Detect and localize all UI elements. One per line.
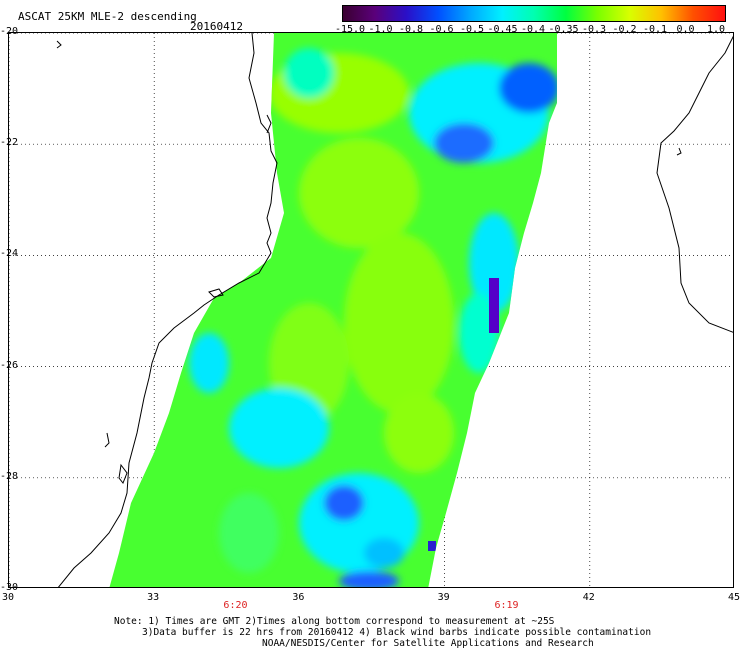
latitude-label: -24	[0, 248, 19, 260]
colorbar-tick-label: -0.45	[487, 24, 518, 35]
colorbar-tick-label: -15.0	[334, 24, 366, 35]
latitude-label: -30	[0, 582, 19, 593]
note-line-2: 3)Data buffer is 22 hrs from 20160412 4)…	[142, 627, 652, 638]
longitude-label: 42	[582, 592, 595, 603]
latitude-label: -26	[0, 359, 19, 371]
latitude-label: -28	[0, 470, 19, 482]
colorbar-tick-label: -1.0	[368, 24, 393, 35]
wind-swath	[109, 33, 557, 587]
colorbar-tick-label: -0.4	[520, 24, 546, 35]
longitude-label: 30	[1, 592, 15, 603]
colorbar-tick-label: -0.5	[459, 24, 485, 35]
latitude-label: -20	[0, 26, 19, 37]
coastline	[56, 33, 733, 587]
colorbar-tick-label: 0.0	[676, 24, 695, 35]
colorbar-tick-label: -0.3	[581, 24, 607, 35]
time-label: 6:19	[494, 600, 519, 611]
map-panel	[8, 32, 734, 588]
note-line-3: NOAA/NESDIS/Center for Satellite Applica…	[262, 638, 594, 649]
colorbar-tick-label: -0.6	[429, 24, 454, 35]
colorbar-tick-label: -0.8	[398, 24, 424, 35]
colorbar-tick-label: -0.1	[642, 24, 668, 35]
colorbar	[342, 5, 726, 22]
latitude-label: -22	[0, 137, 19, 149]
colorbar-tick-label: -0.35	[548, 24, 579, 35]
note-line-1: Note: 1) Times are GMT 2)Times along bot…	[114, 616, 555, 627]
longitude-label: 45	[727, 592, 740, 603]
map-title: ASCAT 25KM MLE-2 descending	[18, 10, 197, 23]
colorbar-tick-label: -0.2	[612, 24, 637, 35]
time-label: 6:20	[223, 600, 248, 611]
longitude-label: 36	[292, 592, 305, 603]
longitude-label: 33	[147, 592, 160, 603]
longitude-label: 39	[437, 592, 450, 603]
map-date: 20160412	[190, 20, 243, 33]
colorbar-tick-label: 1.0	[706, 24, 726, 35]
map-canvas	[9, 33, 733, 587]
